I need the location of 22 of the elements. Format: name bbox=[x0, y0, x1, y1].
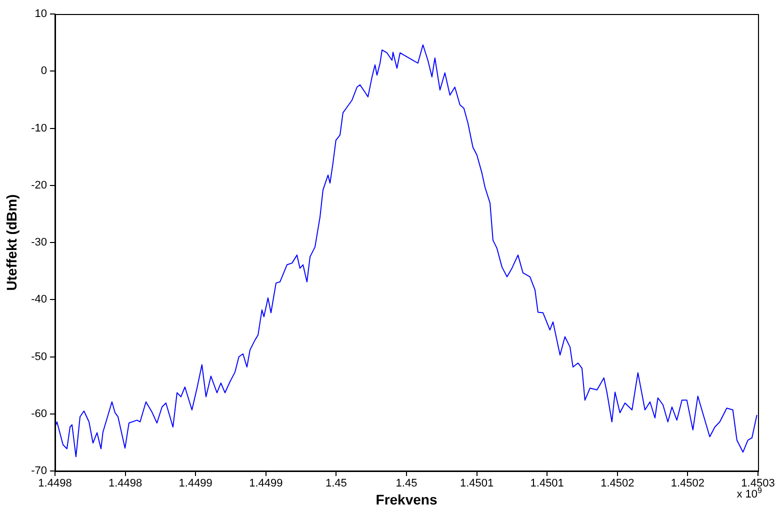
x-tick-label: 1.4502 bbox=[600, 478, 634, 490]
x-tick-label: 1.4498 bbox=[108, 478, 142, 490]
text: x 10$^{9}$ bbox=[736, 486, 762, 501]
y-tick-label: -60 bbox=[31, 408, 47, 420]
y-axis-title: Uteffekt (dBm) bbox=[3, 194, 20, 291]
x-tick-label: 1.4499 bbox=[178, 478, 212, 490]
y-tick-label: -50 bbox=[31, 350, 47, 363]
x-tick-label: 1.4502 bbox=[670, 478, 705, 490]
x-tick-label: 1.45 bbox=[396, 478, 418, 490]
y-tick-label: -40 bbox=[31, 294, 47, 306]
x-tick-label: 1.4501 bbox=[530, 478, 564, 490]
x-tick-label: 1.45 bbox=[325, 478, 347, 490]
y-tick-label: -20 bbox=[31, 179, 47, 192]
y-tick-label: 0 bbox=[40, 65, 47, 78]
y-tick-label: -70 bbox=[31, 465, 47, 478]
y-tick-label: 10 bbox=[34, 8, 47, 20]
y-tick-label: -10 bbox=[31, 122, 47, 134]
y-tick-label: -30 bbox=[31, 236, 47, 249]
x-tick-label: 1.4501 bbox=[460, 478, 494, 490]
x-tick-label: 1.4498 bbox=[38, 478, 72, 490]
x-axis-title: Frekvens bbox=[376, 491, 438, 508]
x-tick-label: 1.4499 bbox=[249, 478, 283, 490]
